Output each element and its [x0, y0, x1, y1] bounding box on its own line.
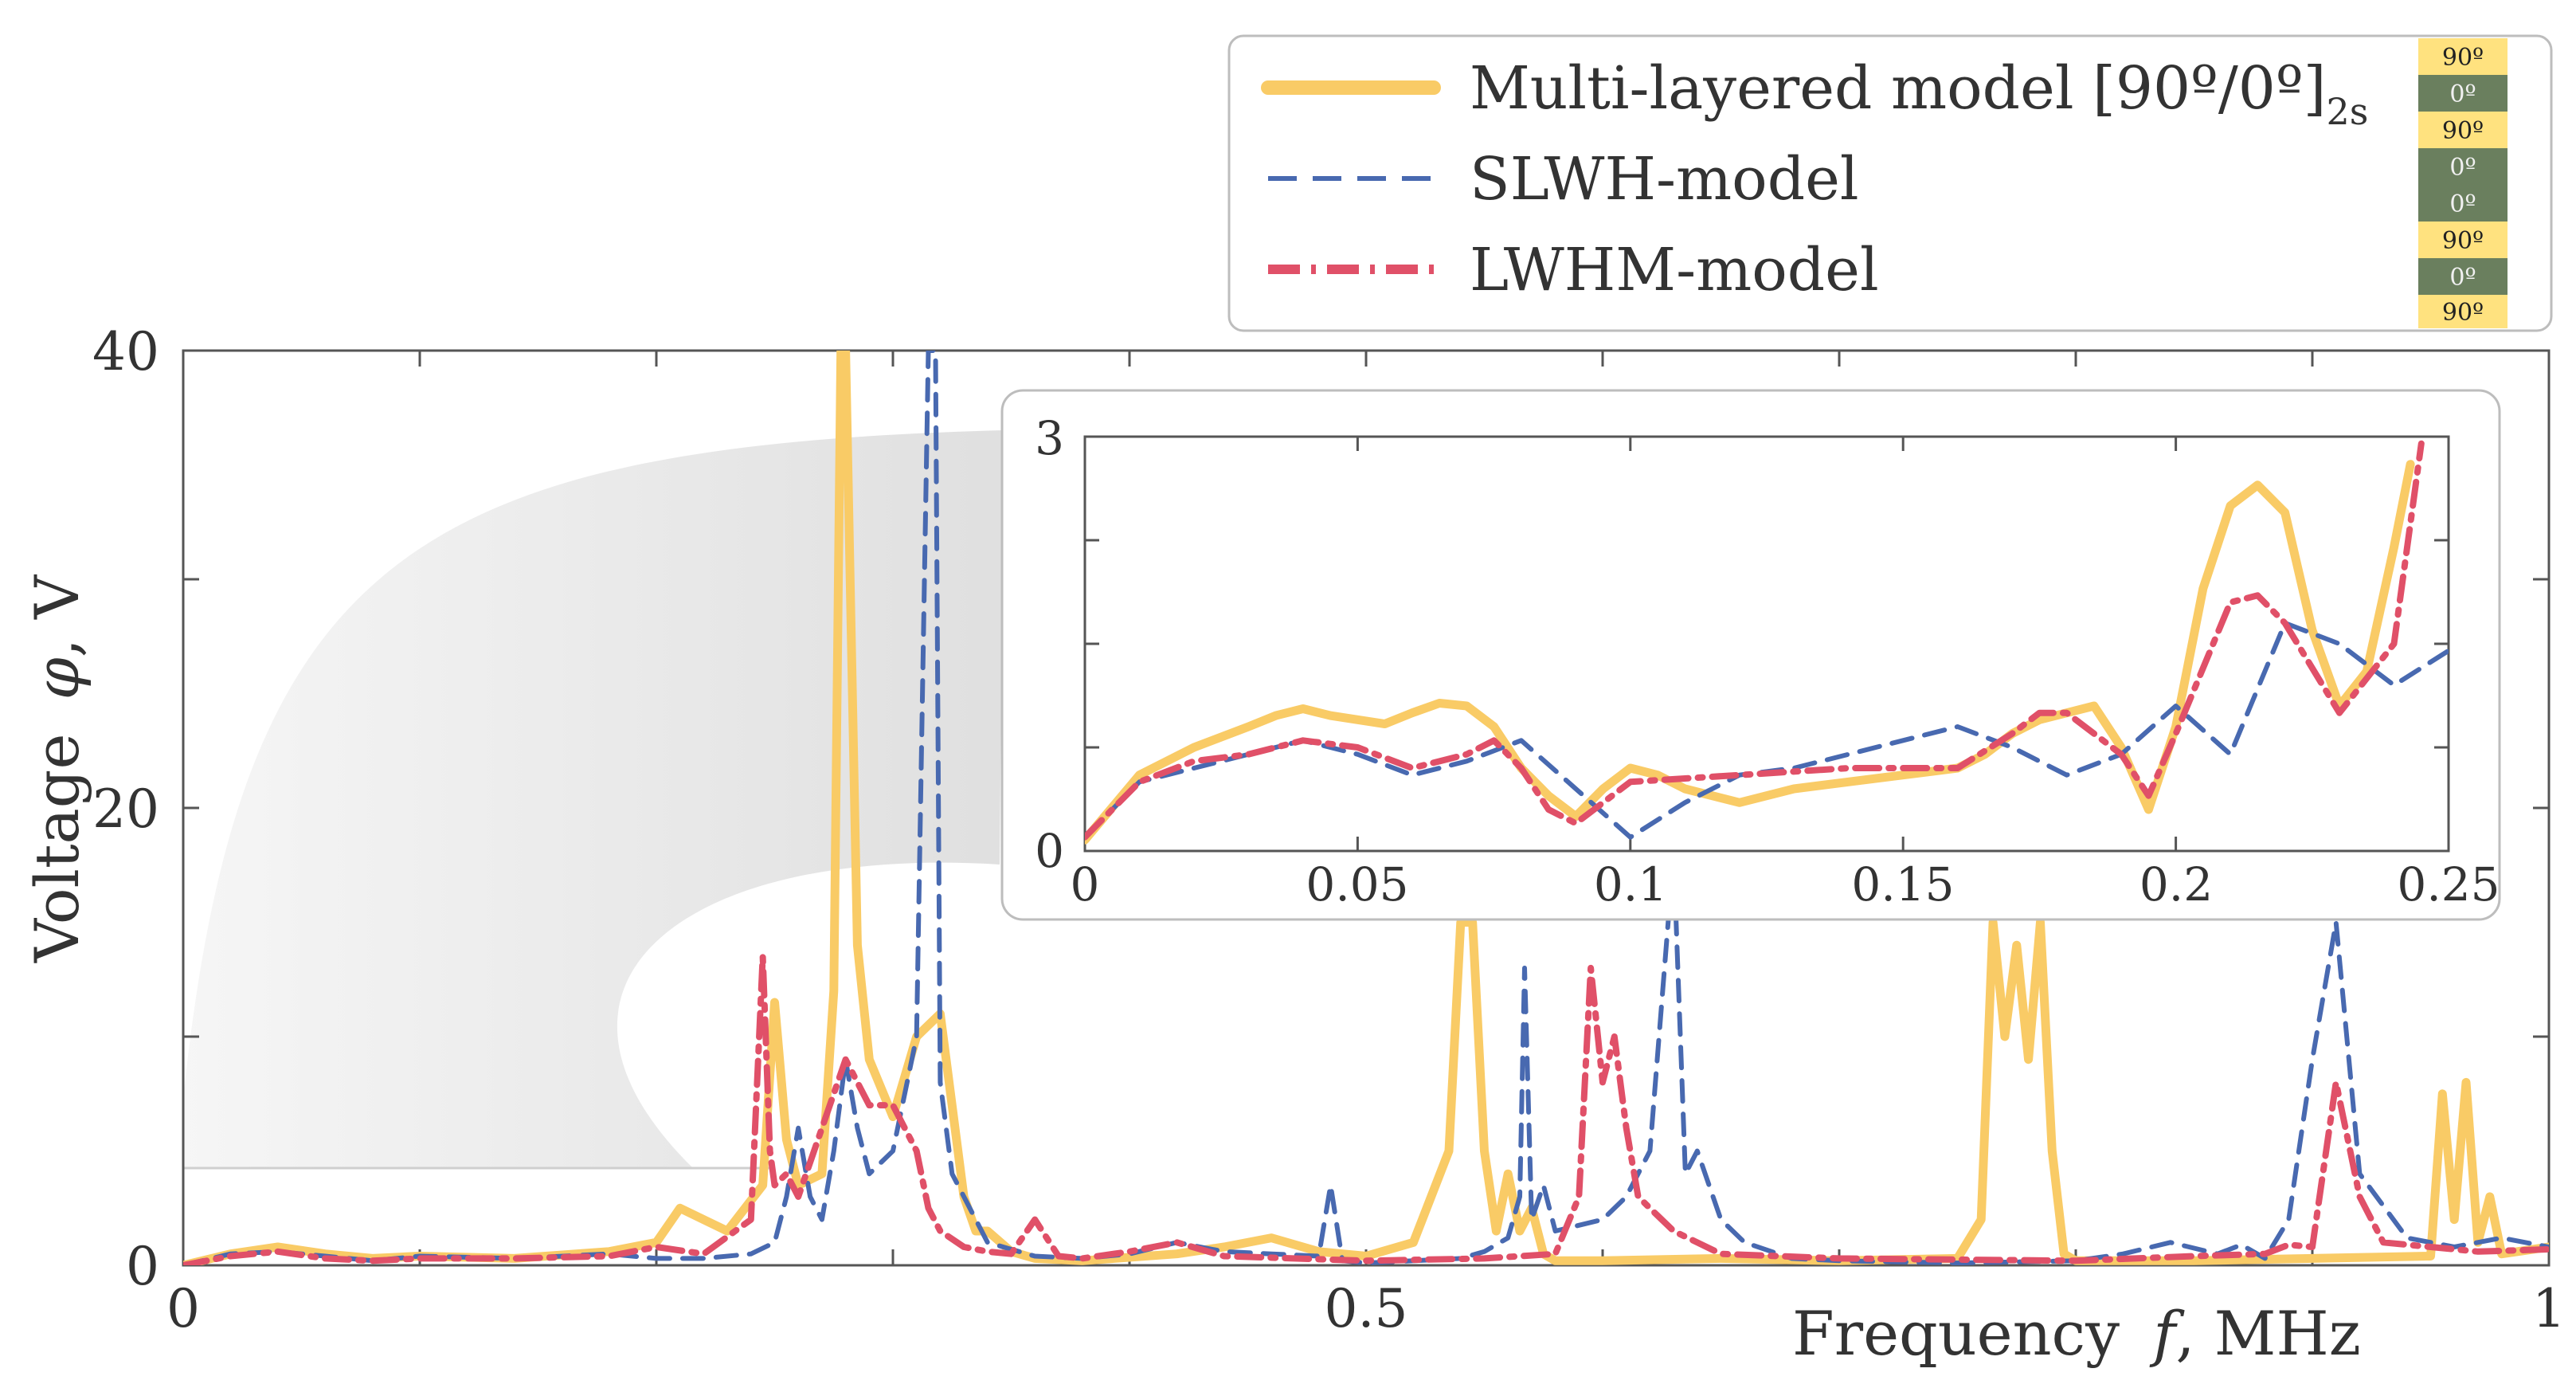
legend-label-slwh: SLWH-model	[1470, 145, 1859, 214]
inset-x-tick-label-0: 0	[1071, 857, 1100, 912]
inset-y-tick-label-3: 3	[1035, 411, 1064, 465]
y-axis-label: Voltage φ, V	[22, 574, 92, 963]
layer-8-label: 90º	[2442, 299, 2484, 327]
inset-x-tick-label-0.2: 0.2	[2139, 857, 2213, 912]
y-tick-label-40: 40	[92, 321, 159, 382]
inset-y-tick-label-0: 0	[1035, 824, 1064, 878]
layer-2-label: 0º	[2449, 80, 2476, 108]
y-tick-label-20: 20	[92, 778, 159, 840]
layer-3	[2418, 112, 2507, 148]
layer-4	[2418, 148, 2507, 185]
inset-x-tick-label-0.05: 0.05	[1306, 857, 1408, 912]
legend-frame	[1227, 34, 2553, 332]
x-tick-label-0.5: 0.5	[1325, 1278, 1408, 1339]
inset-series-group	[1085, 440, 2449, 845]
layer-6	[2418, 222, 2507, 258]
inset-series-line-2	[1085, 440, 2425, 841]
layer-6-label: 90º	[2442, 227, 2484, 255]
layer-5	[2418, 185, 2507, 222]
layer-5-label: 0º	[2449, 190, 2476, 218]
layup-stack: 90º 0º 90º 0º 0º 90º 0º 90º	[2418, 38, 2507, 328]
main-series-line-1	[183, 351, 2549, 1265]
x-tick-label-1: 1	[2532, 1278, 2566, 1339]
x-axis-label: Frequency f, MHz	[1792, 1298, 2361, 1369]
layer-7	[2418, 258, 2507, 295]
legend-label-lwhm: LWHM-model	[1470, 236, 1879, 304]
inset-series-line-0	[1085, 460, 2415, 845]
main-series-line-2	[183, 953, 2549, 1265]
layer-2	[2418, 75, 2507, 112]
legend-label-multilayer: Multi-layered model [90º/0º]2s	[1470, 54, 2368, 133]
inset-x-tick-label-0.15: 0.15	[1851, 857, 1954, 912]
inset-x-tick-label-0.1: 0.1	[1594, 857, 1667, 912]
layer-8	[2418, 295, 2507, 328]
legend: Multi-layered model [90º/0º]2s SLWH-mode…	[1227, 34, 2553, 332]
layer-7-label: 0º	[2449, 264, 2476, 292]
layer-4-label: 0º	[2449, 154, 2476, 182]
inset-panel	[1000, 389, 2501, 921]
y-tick-label-0: 0	[126, 1236, 159, 1297]
x-tick-label-0: 0	[166, 1278, 200, 1339]
main-series-group	[183, 351, 2549, 1265]
inset-x-tick-label-0.25: 0.25	[2397, 857, 2500, 912]
layer-1-label: 90º	[2442, 44, 2484, 72]
layer-1	[2418, 38, 2507, 75]
layer-3-label: 90º	[2442, 117, 2484, 145]
zoom-connector-shade	[183, 430, 1004, 1168]
